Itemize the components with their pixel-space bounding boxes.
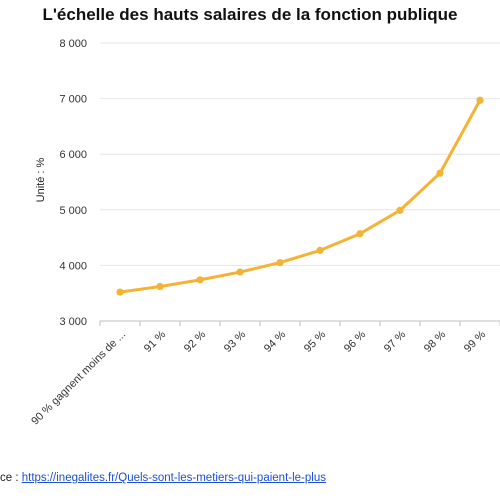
y-tick-labels: 3 000 4 000 5 000 6 000 7 000 8 000 bbox=[59, 38, 87, 328]
x-tick-label: 96 % bbox=[342, 328, 368, 354]
grid-lines bbox=[99, 42, 500, 326]
data-point bbox=[476, 96, 484, 104]
x-tick-labels: 90 % gagnent moins de ... 91 % 92 % 93 % 94 … bbox=[29, 328, 488, 427]
source-link[interactable]: https://inegalites.fr/Quels-sont-les-met… bbox=[21, 472, 326, 484]
data-point bbox=[156, 282, 164, 291]
data-point bbox=[396, 206, 404, 214]
y-tick-label: 4 000 bbox=[59, 260, 87, 272]
y-tick-label: 7 000 bbox=[59, 94, 87, 106]
y-tick-label: 3 000 bbox=[59, 316, 87, 328]
x-tick-label: 92 % bbox=[182, 328, 208, 354]
y-tick-label: 8 000 bbox=[59, 38, 87, 50]
series-line bbox=[118, 98, 482, 294]
x-tick-label: 98 % bbox=[422, 328, 448, 354]
x-tick-label: 95 % bbox=[302, 328, 328, 354]
y-axis-label: Unité : % bbox=[35, 157, 47, 202]
source-note: ce : https://inegalites.fr/Quels-sont-le… bbox=[0, 472, 326, 484]
data-point bbox=[116, 288, 124, 296]
x-tick-label: 99 % bbox=[462, 328, 488, 354]
data-point bbox=[356, 230, 364, 238]
data-point bbox=[436, 169, 444, 177]
x-tick-label: 97 % bbox=[382, 328, 408, 354]
x-tick-label: 94 % bbox=[262, 328, 288, 354]
y-tick-label: 6 000 bbox=[59, 149, 87, 161]
series-layer bbox=[116, 96, 484, 296]
y-tick-label: 5 000 bbox=[59, 205, 87, 217]
source-prefix: ce : bbox=[0, 472, 22, 484]
data-point bbox=[316, 246, 324, 254]
data-point bbox=[236, 268, 244, 276]
data-point bbox=[276, 259, 284, 267]
data-point bbox=[196, 276, 204, 284]
chart-title: L'échelle des hauts salaires de la fonct… bbox=[42, 5, 458, 24]
line-chart: 3 000 4 000 5 000 6 000 7 000 8 000 90 % gagn… bbox=[29, 38, 500, 427]
x-tick-label: 93 % bbox=[222, 328, 248, 354]
x-tick-label: 90 % gagnent moins de ... bbox=[29, 329, 128, 428]
x-tick-label: 91 % bbox=[142, 328, 168, 354]
